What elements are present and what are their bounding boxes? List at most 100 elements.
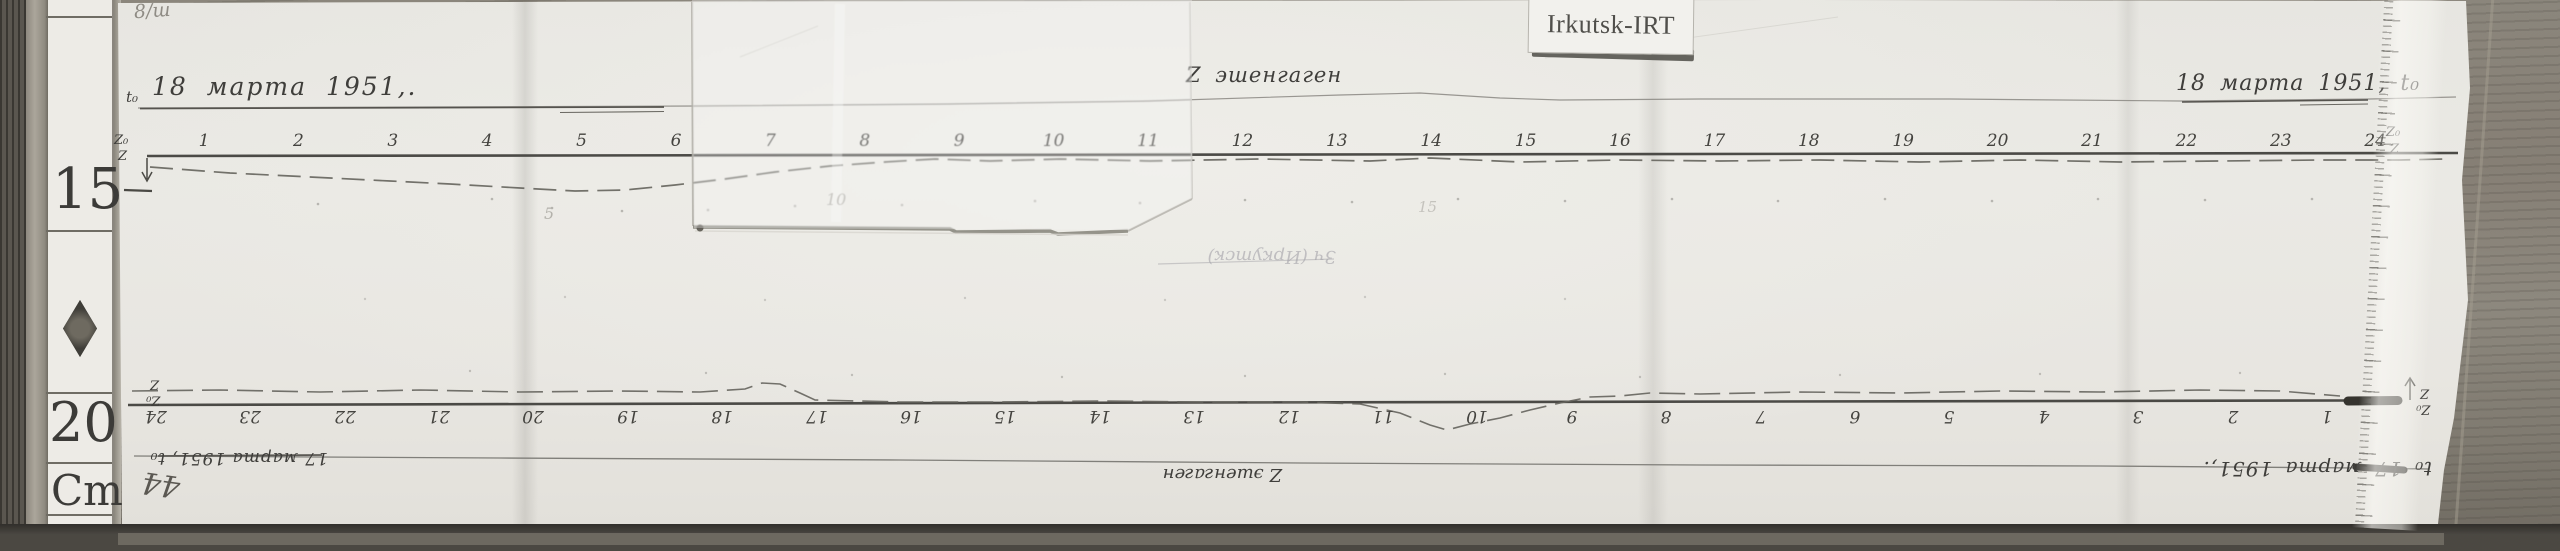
- upper-instrument-label: Z эшенгаген: [1186, 63, 1343, 87]
- lower-hour-label: 16: [900, 406, 922, 426]
- upper-hour-label: 3: [387, 131, 399, 151]
- pencil-mark-top-left: 8/ш: [133, 0, 172, 24]
- minute-dot: [704, 371, 708, 375]
- minute-dot: [563, 295, 567, 299]
- lower-hour-label: 1: [2321, 406, 2333, 426]
- lower-hour-label: 12: [1277, 406, 1300, 426]
- lower-hour-label: 21: [428, 406, 450, 426]
- lower-hour-label: 18: [711, 406, 734, 426]
- scale-divider: [46, 230, 112, 232]
- minute-dot: [1883, 197, 1887, 201]
- minute-dot: [2203, 198, 2207, 202]
- lower-date-underline-left: [157, 454, 323, 457]
- board-edge: [26, 0, 48, 551]
- upper-hour-label: 16: [1609, 131, 1631, 151]
- minute-dot: [363, 297, 367, 301]
- upper-date-underline-left: [139, 106, 665, 110]
- upper-z-trace: [149, 157, 2446, 192]
- upper-hour-label: 14: [1420, 131, 1442, 151]
- lower-instrument-label: Z эшенгаген: [1162, 463, 1282, 485]
- upper-date-underline-right2: [2299, 103, 2369, 106]
- upper-hour-label: 18: [1797, 131, 1820, 151]
- glass-corner-edge: [1127, 198, 1193, 232]
- pencil-mark-44: 44: [139, 464, 183, 504]
- minute-dot: [1563, 199, 1567, 203]
- minute-dot: [763, 298, 767, 302]
- table-wood-left: [0, 0, 26, 551]
- upper-hour-label: 12: [1231, 131, 1254, 151]
- upper-hour-label: 15: [1514, 131, 1537, 151]
- photographic-paper-strip: [118, 0, 2470, 528]
- lower-hour-label: 6: [1849, 406, 1861, 426]
- upper-hour-label: 6: [670, 131, 682, 151]
- minute-dot: [1838, 373, 1842, 377]
- scale-divider: [46, 392, 112, 394]
- paper-left-seam: [112, 0, 121, 530]
- mirrored-stamp: Зч (Иркутск): [1207, 245, 1337, 267]
- minute-dot: [316, 202, 320, 206]
- upper-hour-label: 2: [292, 131, 304, 151]
- upper-date-right: 18 марта 1951, t₀: [2176, 71, 2421, 96]
- minute-dot: [1563, 297, 1567, 301]
- scale-divider: [46, 16, 112, 18]
- station-label-text: Irkutsk-IRT: [1546, 9, 1676, 40]
- lower-hour-label: 5: [1943, 406, 1955, 426]
- minute-dot: [620, 209, 624, 213]
- lower-hour-label: 7: [1755, 406, 1767, 426]
- minute-dot: [468, 369, 472, 373]
- scale-cm: Cm: [51, 466, 123, 515]
- upper-hour-label: 23: [2269, 131, 2292, 151]
- upper-hour-label: 13: [1325, 131, 1348, 151]
- lower-hour-label: 20: [522, 406, 545, 426]
- lower-hour-label: 19: [616, 406, 639, 426]
- board-bottom-edge: [118, 533, 2444, 545]
- lower-hour-baseline: [127, 399, 2351, 407]
- minute-dot: [1163, 298, 1167, 302]
- lower-date-left: 17 марта 1951, t₀: [149, 447, 328, 468]
- minute-dot: [550, 206, 554, 210]
- minute-dot: [2238, 371, 2242, 375]
- minute-dot: [1670, 197, 1674, 201]
- lower-axis-z-left: Z: [150, 376, 160, 392]
- glass-left-edge: [691, 1, 694, 227]
- down-arrow-head: [141, 171, 153, 183]
- upper-axis-z0-left: Z₀: [114, 133, 129, 148]
- minute-dot: [1990, 199, 1994, 203]
- lower-hour-label: 2: [2227, 406, 2239, 426]
- minute-dot: [1243, 198, 1247, 202]
- scale-15: 15: [52, 157, 124, 222]
- upper-hour-label: 17: [1703, 131, 1726, 151]
- upper-date-underline-left2: [559, 110, 665, 114]
- upper-hour-label: 19: [1892, 131, 1914, 151]
- scale-column: [46, 0, 114, 545]
- lower-hour-label: 8: [1660, 406, 1672, 426]
- upper-date-left: 18 марта 1951,.: [152, 72, 418, 101]
- stamp-strike-line: [1157, 258, 1335, 265]
- upper-hour-label: 21: [2081, 131, 2103, 151]
- lower-hour-label: 3: [2132, 406, 2144, 426]
- station-label: Irkutsk-IRT: [1527, 0, 1695, 56]
- minute-dot: [1638, 375, 1642, 379]
- glass-plate: [692, 0, 1192, 230]
- minute-dot: [2096, 197, 2100, 201]
- minute-dot: [963, 296, 967, 300]
- minute-dot: [1456, 197, 1460, 201]
- minute-dot: [1363, 295, 1367, 299]
- lower-hour-label: 11: [1372, 406, 1394, 426]
- upper-hour-label: 20: [1986, 131, 2009, 151]
- upper-hour-label: 1: [198, 131, 210, 151]
- minute-dot: [1350, 200, 1354, 204]
- lower-hour-label: 14: [1088, 406, 1111, 426]
- lower-hour-label: 10: [1466, 406, 1489, 426]
- glass-bottom-highlight: [694, 230, 1129, 236]
- upper-hour-label: 5: [576, 131, 587, 151]
- upper-hour-label: 22: [2175, 131, 2198, 151]
- lower-z-trace: [131, 382, 2341, 431]
- lower-hour-label: 17: [805, 406, 828, 426]
- faint-mark-5: 5: [544, 204, 555, 223]
- lower-hour-label: 24: [144, 406, 167, 426]
- upper-axis-z-left: Z: [118, 149, 128, 164]
- upper-trace-start-mark: [123, 188, 153, 193]
- faint-mark-15: 15: [1418, 198, 1438, 216]
